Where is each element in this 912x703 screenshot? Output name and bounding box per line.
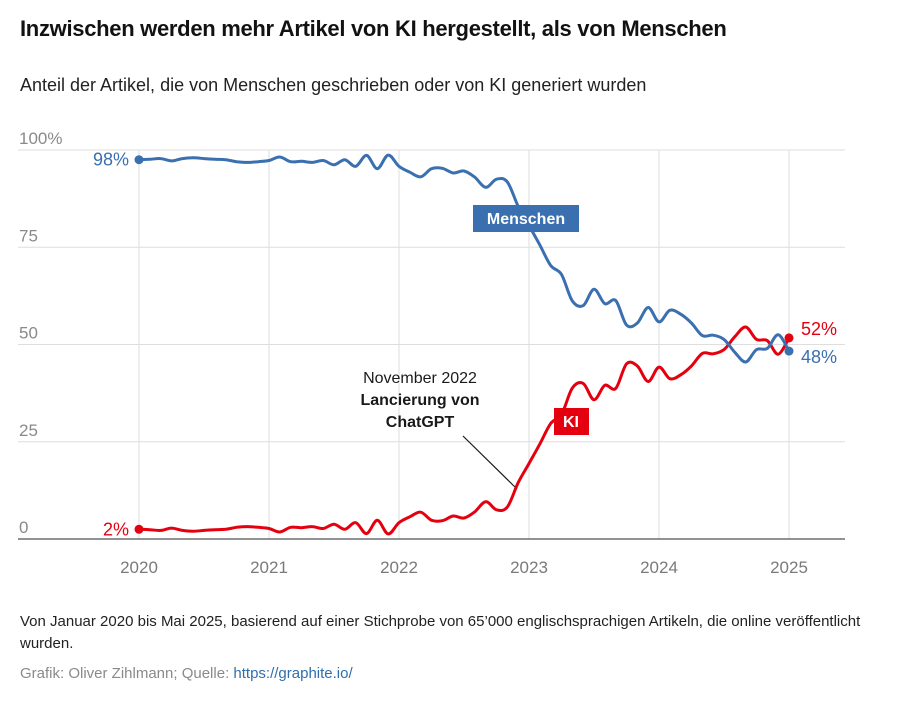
series-markers [134, 155, 794, 534]
x-tick-label: 2024 [640, 558, 678, 577]
source-link[interactable]: https://graphite.io/ [233, 665, 353, 682]
y-tick-label: 25 [19, 421, 38, 440]
menschen-start-label: 98% [93, 150, 129, 170]
y-tick-label: 100% [19, 129, 62, 148]
annotation-title-line1: Lancierung von [360, 392, 479, 409]
menschen-end-label: 48% [801, 347, 837, 367]
line-chart: 0 25 50 75 100% 2020 2021 2022 2023 2024 2025 Nov… [18, 129, 845, 577]
series-lines [137, 153, 791, 536]
chatgpt-annotation: November 2022 Lancierung von ChatGPT [360, 370, 518, 490]
annotation-date: November 2022 [363, 370, 477, 387]
ki-start-label: 2% [103, 519, 129, 539]
x-axis-ticks: 2020 2021 2022 2023 2024 2025 [120, 558, 808, 577]
x-tick-label: 2022 [380, 558, 418, 577]
series-label-ki-box [554, 408, 589, 435]
ki-end-label: 52% [801, 319, 837, 339]
series-label-ki-text: KI [563, 414, 579, 431]
series-label-menschen: Menschen [473, 205, 579, 232]
end-marker-ki [784, 333, 794, 343]
series-line-ki [137, 325, 791, 536]
x-tick-label: 2023 [510, 558, 548, 577]
chart-subtitle: Anteil der Artikel, die von Menschen ges… [20, 75, 647, 95]
y-tick-label: 75 [19, 226, 38, 245]
chart-title: Inzwischen werden mehr Artikel von KI he… [20, 16, 727, 41]
x-tick-label: 2025 [770, 558, 808, 577]
series-line-menschen [137, 153, 791, 364]
credit-text: Grafik: Oliver Zihlmann; Quelle: [20, 665, 234, 682]
y-axis-ticks: 0 25 50 75 100% [19, 129, 62, 537]
annotation-title-line2: ChatGPT [386, 414, 455, 431]
y-tick-label: 0 [19, 518, 28, 537]
start-marker-ki [134, 524, 144, 534]
start-marker-menschen [134, 155, 144, 165]
annotation-leader-line [462, 435, 518, 490]
series-label-menschen-box [473, 205, 579, 232]
footnote: Von Januar 2020 bis Mai 2025, basierend … [20, 613, 861, 652]
series-label-menschen-text: Menschen [487, 211, 565, 228]
series-label-ki: KI [554, 408, 589, 435]
x-tick-label: 2021 [250, 558, 288, 577]
gridlines [18, 149, 845, 539]
x-tick-label: 2020 [120, 558, 158, 577]
y-tick-label: 50 [19, 324, 38, 343]
credit-line: Grafik: Oliver Zihlmann; Quelle: https:/… [20, 665, 353, 682]
end-marker-menschen [784, 346, 794, 356]
